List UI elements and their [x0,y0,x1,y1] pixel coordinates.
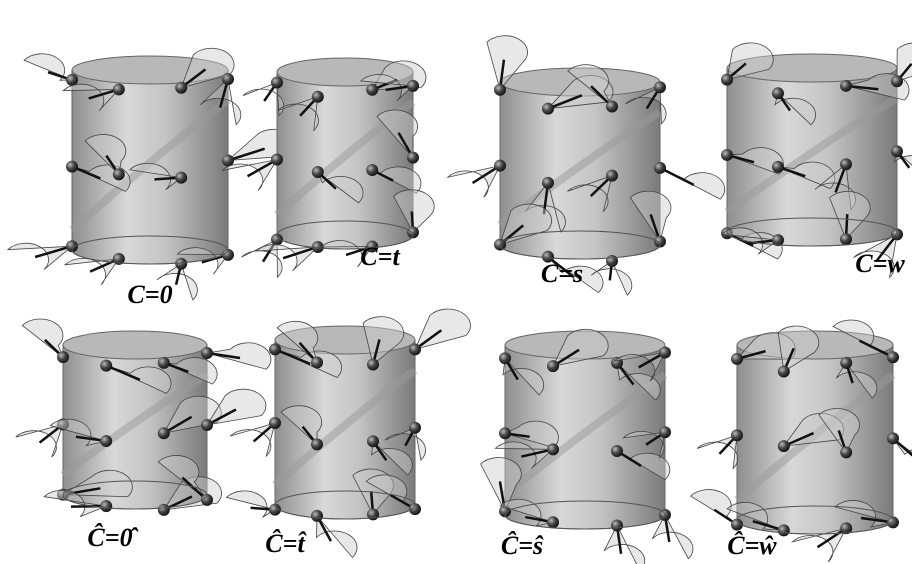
atom [606,170,618,182]
atom [542,177,554,189]
atom [158,427,170,439]
atom [606,255,618,267]
atom [100,435,112,447]
atom [201,347,213,359]
panel-label: C=w [855,249,905,278]
atom [611,445,623,457]
atom [175,82,187,94]
atom [100,500,112,512]
atom [158,504,170,516]
atom [269,343,281,355]
atom [887,351,899,363]
atom [113,168,125,180]
cone [893,438,912,474]
atom [271,154,283,166]
cone [226,491,275,517]
atom [409,343,421,355]
atom [271,76,283,88]
cone [897,43,912,81]
atom [367,435,379,447]
atom [721,149,733,161]
atom [407,80,419,92]
atom [721,74,733,86]
atom [778,365,790,377]
atom [175,258,187,270]
atom [100,360,112,372]
atom [407,152,419,164]
atom [494,160,506,172]
atom [606,100,618,112]
atom [312,166,324,178]
atom [659,347,671,359]
atom [499,427,511,439]
atom [66,161,78,173]
panel-label: C=t [360,242,400,271]
atom [222,73,234,85]
panel-label: C=s [541,259,583,288]
atom [731,429,743,441]
atom [175,172,187,184]
atom [311,510,323,522]
atom [311,357,323,369]
atom [654,81,666,93]
atom [201,419,213,431]
atom [547,443,559,455]
atom [887,432,899,444]
atom [113,83,125,95]
cylinder-top [63,331,207,359]
atom [367,359,379,371]
atom [659,426,671,438]
panel-label: Ĉ=t̂ [265,529,306,558]
atom [366,164,378,176]
atom [311,438,323,450]
atom [611,519,623,531]
atom [269,417,281,429]
atom [542,103,554,115]
atom [547,360,559,372]
atom [731,353,743,365]
atom [66,74,78,86]
atom [499,352,511,364]
atom [840,357,852,369]
atom [840,158,852,170]
cone [316,516,357,558]
panel-label: C=0 [127,280,172,309]
cone [604,525,645,564]
atom [840,233,852,245]
atom [366,84,378,96]
cone [652,515,693,559]
panel-label: Ĉ=ŝ [501,531,544,560]
atom [158,357,170,369]
atom [57,351,69,363]
atom [891,145,903,157]
atom [772,87,784,99]
atom [778,440,790,452]
atom [891,228,903,240]
atom [547,516,559,528]
atom [312,91,324,103]
atom [840,80,852,92]
figure: C=0 C=t C=s C=w Ĉ=0̂ Ĉ=t̂ Ĉ=ŝ Ĉ=ŵ [0,0,912,564]
atom [840,446,852,458]
panel-label: Ĉ=ŵ [727,531,777,560]
atom [778,524,790,536]
atom [494,84,506,96]
atom [409,422,421,434]
atom [891,75,903,87]
atom [654,162,666,174]
panel-label: Ĉ=0̂ [87,523,138,552]
cone [207,343,271,369]
atom [772,161,784,173]
